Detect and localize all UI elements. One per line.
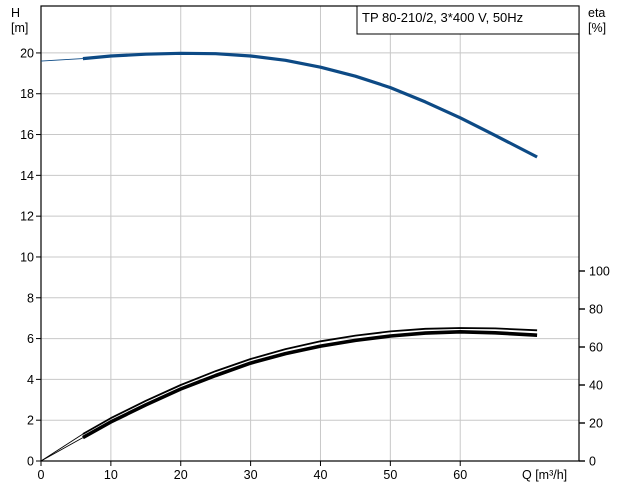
y-right-label-unit: [%] <box>588 21 606 35</box>
y-left-tick-label: 12 <box>20 210 34 224</box>
y-left-tick-label: 4 <box>27 373 34 387</box>
y-left-tick-label: 16 <box>20 128 34 142</box>
x-tick-label: 30 <box>244 468 258 482</box>
x-axis-label: Q [m³/h] <box>522 468 567 482</box>
series-1-lead-in <box>40 58 83 62</box>
y-right-tick-label: 40 <box>589 379 603 393</box>
y-right-label-symbol: eta <box>588 6 605 20</box>
y-right-tick-label: 100 <box>589 265 610 279</box>
x-tick-label: 40 <box>314 468 328 482</box>
x-tick-label: 60 <box>453 468 467 482</box>
y-left-tick-label: 20 <box>20 46 34 60</box>
series-3-lead-in <box>40 433 84 462</box>
grid <box>40 6 579 461</box>
y-right-tick-label: 0 <box>589 455 596 469</box>
x-tick-label: 50 <box>383 468 397 482</box>
x-tick-label: 20 <box>174 468 188 482</box>
y-left-tick-label: 0 <box>27 455 34 469</box>
y-left-tick-label: 14 <box>20 169 34 183</box>
y-left-tick-label: 8 <box>27 291 34 305</box>
y-right-tick-label: 60 <box>589 341 603 355</box>
x-tick-label: 10 <box>104 468 118 482</box>
series-1-line <box>82 51 538 159</box>
x-tick-label: 0 <box>38 468 45 482</box>
series-3-line <box>82 327 538 435</box>
series-2-lead-in <box>40 437 84 462</box>
y-left-label-unit: [m] <box>11 21 28 35</box>
axis-ticks: 0 10 20 30 40 50 60 0 2 4 6 8 10 12 14 16 18 20 0 20 40 60 80 1… <box>20 46 610 482</box>
chart-title-box <box>356 5 580 35</box>
series-2-line <box>82 329 538 440</box>
chart-title: TP 80-210/2, 3*400 V, 50Hz <box>362 10 523 25</box>
y-right-tick-label: 80 <box>589 303 603 317</box>
y-left-tick-label: 10 <box>20 250 34 264</box>
y-right-tick-label: 20 <box>589 417 603 431</box>
y-left-tick-label: 18 <box>20 87 34 101</box>
y-left-label-symbol: H <box>11 6 20 20</box>
plot-frame <box>40 5 580 462</box>
series-layer <box>40 51 538 462</box>
y-left-tick-label: 6 <box>27 332 34 346</box>
y-left-tick-label: 2 <box>27 414 34 428</box>
